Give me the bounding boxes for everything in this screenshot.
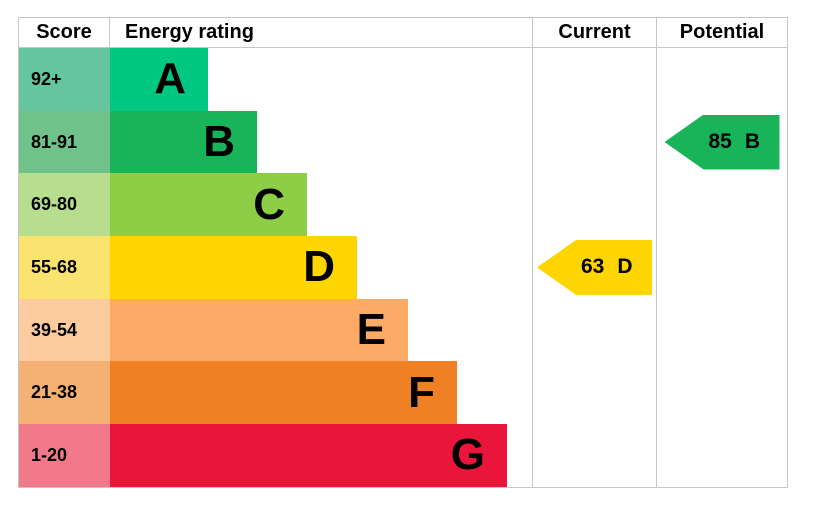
band-letter-d: D (303, 242, 335, 292)
band-bar-g: G (110, 424, 507, 487)
current-cell-a (533, 48, 657, 111)
band-row-b: 81-91 B 85 B (19, 110, 787, 174)
band-bar-c: C (110, 173, 307, 237)
epc-rating-table: Score Energy rating Current Potential 92… (18, 17, 788, 488)
potential-cell-d (657, 236, 787, 299)
rating-cell-g: G (110, 424, 533, 487)
band-bar-a: A (110, 48, 208, 111)
band-letter-b: B (203, 117, 235, 167)
potential-score-value: 85 (708, 130, 732, 154)
band-letter-a: A (154, 54, 186, 104)
potential-cell-a (657, 48, 787, 111)
band-letter-e: E (356, 305, 386, 355)
header-current: Current (533, 18, 657, 47)
potential-band-letter: B (744, 130, 761, 154)
current-cell-f (533, 361, 657, 425)
rating-cell-c: C (110, 173, 533, 237)
band-row-c: 69-80 C (19, 173, 787, 237)
band-letter-c: C (253, 179, 285, 229)
potential-cell-g (657, 424, 787, 487)
score-range-f: 21-38 (19, 361, 110, 425)
band-bar-d: D (110, 236, 357, 299)
potential-cell-e (657, 299, 787, 362)
band-row-f: 21-38 F (19, 361, 787, 425)
score-range-a: 92+ (19, 48, 110, 111)
current-band-letter: D (617, 255, 633, 279)
potential-cell-f (657, 361, 787, 424)
rating-cell-a: A (110, 48, 533, 111)
rating-cell-b: B (110, 110, 533, 174)
rating-cell-d: D (110, 236, 533, 299)
rating-cell-e: E (110, 298, 533, 362)
header-potential: Potential (679, 21, 765, 43)
rating-cell-f: F (110, 361, 533, 425)
current-cell-c (533, 173, 657, 237)
current-cell-g (533, 424, 657, 487)
current-cell-b (533, 110, 657, 174)
header-score: Score (19, 18, 110, 47)
current-rating-arrow: 63 D (537, 239, 652, 295)
score-range-d: 55-68 (19, 236, 110, 299)
table-header-row: Score Energy rating Current Potential (19, 18, 787, 48)
score-range-g: 1-20 (19, 424, 110, 487)
band-row-g: 1-20 G (19, 424, 787, 487)
header-energy-rating: Energy rating (110, 18, 533, 47)
band-bar-f: F (110, 361, 457, 425)
score-range-e: 39-54 (19, 298, 110, 362)
band-row-d: 55-68 D 63 D (19, 236, 787, 299)
potential-rating-arrow: 85 B (664, 114, 780, 170)
band-letter-g: G (450, 430, 485, 480)
band-letter-f: F (408, 367, 435, 417)
potential-cell-b: 85 B (657, 111, 787, 174)
score-range-b: 81-91 (19, 110, 110, 174)
current-score-value: 63 (581, 255, 605, 279)
band-row-e: 39-54 E (19, 298, 787, 362)
potential-cell-c (657, 173, 787, 236)
band-row-a: 92+ A (19, 48, 787, 111)
current-cell-d: 63 D (533, 236, 657, 299)
score-range-c: 69-80 (19, 173, 110, 237)
band-bar-e: E (110, 298, 408, 362)
band-bar-b: B (110, 110, 257, 174)
current-cell-e (533, 298, 657, 362)
